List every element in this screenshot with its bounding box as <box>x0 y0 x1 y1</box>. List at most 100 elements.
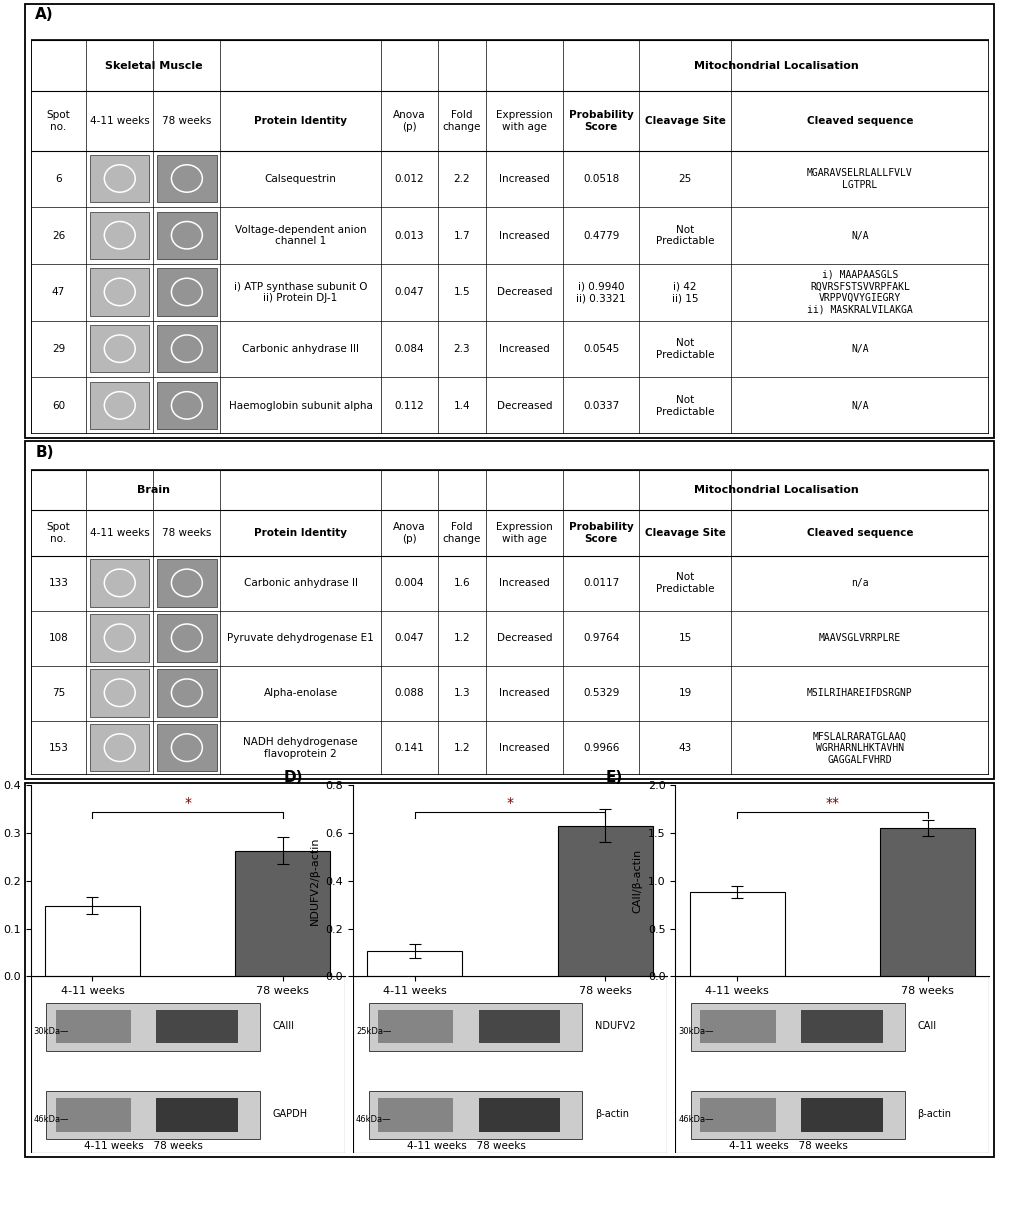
Text: MAAVSGLVRRPLRE: MAAVSGLVRRPLRE <box>818 633 900 643</box>
Text: Not
Predictable: Not Predictable <box>655 224 713 246</box>
Y-axis label: NDUFV2/β-actin: NDUFV2/β-actin <box>310 837 320 925</box>
Text: Anova
(p): Anova (p) <box>392 110 425 131</box>
Text: i) ATP synthase subunit O
ii) Protein DJ-1: i) ATP synthase subunit O ii) Protein DJ… <box>233 281 367 303</box>
Text: Spot
no.: Spot no. <box>47 522 70 544</box>
Bar <box>90 211 150 259</box>
Bar <box>478 1009 559 1043</box>
Text: 1.4: 1.4 <box>453 400 470 411</box>
Text: Carbonic anhydrase III: Carbonic anhydrase III <box>242 344 359 355</box>
Text: i) 0.9940
ii) 0.3321: i) 0.9940 ii) 0.3321 <box>576 281 626 303</box>
Text: 0.013: 0.013 <box>394 230 424 241</box>
Text: 153: 153 <box>49 743 68 753</box>
Bar <box>157 211 216 259</box>
Text: MGARAVSELRLALLFVLV
LGTPRL: MGARAVSELRLALLFVLV LGTPRL <box>806 168 912 189</box>
Text: 25kDa—: 25kDa— <box>356 1026 391 1036</box>
Text: 6: 6 <box>55 174 62 185</box>
Text: Carbonic anhydrase II: Carbonic anhydrase II <box>244 578 357 589</box>
Text: Expression
with age: Expression with age <box>495 110 552 131</box>
Text: Expression
with age: Expression with age <box>495 522 552 544</box>
Bar <box>879 829 974 977</box>
Text: 0.0518: 0.0518 <box>583 174 619 185</box>
Text: 26: 26 <box>52 230 65 241</box>
Text: Increased: Increased <box>498 689 549 698</box>
Text: N/A: N/A <box>850 230 868 241</box>
Text: A): A) <box>36 7 54 23</box>
Text: Spot
no.: Spot no. <box>47 110 70 131</box>
Text: 1.3: 1.3 <box>453 689 470 698</box>
Text: Protein Identity: Protein Identity <box>254 528 346 538</box>
Bar <box>700 1009 775 1043</box>
Text: 47: 47 <box>52 287 65 298</box>
Bar <box>157 669 216 716</box>
Text: 25: 25 <box>678 174 691 185</box>
Text: 0.084: 0.084 <box>394 344 424 355</box>
Text: 0.141: 0.141 <box>394 743 424 753</box>
Text: Mitochondrial Localisation: Mitochondrial Localisation <box>693 60 858 71</box>
Bar <box>25 4 994 438</box>
Text: NDUFV2: NDUFV2 <box>594 1020 635 1031</box>
Text: 4-11 weeks   78 weeks: 4-11 weeks 78 weeks <box>729 1141 847 1152</box>
Text: Calsequestrin: Calsequestrin <box>264 174 336 185</box>
Bar <box>690 1003 904 1050</box>
Bar <box>25 783 994 1157</box>
Text: 0.4779: 0.4779 <box>582 230 619 241</box>
Text: 0.088: 0.088 <box>394 689 424 698</box>
Text: Decreased: Decreased <box>496 400 551 411</box>
Text: 0.047: 0.047 <box>394 633 424 643</box>
Bar <box>367 952 462 977</box>
Bar <box>90 724 150 772</box>
Text: N/A: N/A <box>850 344 868 355</box>
Text: **: ** <box>824 796 839 810</box>
Text: MFSLALRARATGLAAQ
WGRHARNLHKTAVHN
GAGGALFVHRD: MFSLALRARATGLAAQ WGRHARNLHKTAVHN GAGGALF… <box>812 731 906 765</box>
Text: 133: 133 <box>49 578 68 589</box>
Bar <box>156 1099 237 1131</box>
Text: Alpha-enolase: Alpha-enolase <box>263 689 337 698</box>
Text: 75: 75 <box>52 689 65 698</box>
Text: 29: 29 <box>52 344 65 355</box>
Y-axis label: CAII/β-actin: CAII/β-actin <box>632 849 642 913</box>
Text: 1.2: 1.2 <box>453 743 470 753</box>
Text: 19: 19 <box>678 689 691 698</box>
Text: 108: 108 <box>49 633 68 643</box>
Text: 30kDa—: 30kDa— <box>34 1026 69 1036</box>
Text: Brain: Brain <box>137 485 169 496</box>
Bar <box>90 268 150 316</box>
Bar <box>368 1003 582 1050</box>
Text: i) MAAPAASGLS
RQVRSFSTSVVRPFAKL
VRPPVQVYGIEGRY
ii) MASKRALVILAKGA: i) MAAPAASGLS RQVRSFSTSVVRPFAKL VRPPVQVY… <box>806 270 912 315</box>
Text: Cleaved sequence: Cleaved sequence <box>806 116 912 125</box>
Text: Decreased: Decreased <box>496 633 551 643</box>
Text: 0.012: 0.012 <box>394 174 424 185</box>
Text: Cleavage Site: Cleavage Site <box>644 116 725 125</box>
Bar <box>557 826 652 977</box>
Text: 2.3: 2.3 <box>453 344 470 355</box>
Bar <box>90 154 150 203</box>
Text: B): B) <box>36 445 54 459</box>
Bar <box>700 1099 775 1131</box>
Text: 4-11 weeks: 4-11 weeks <box>90 116 150 125</box>
Text: Probability
Score: Probability Score <box>569 110 633 131</box>
Text: 4-11 weeks   78 weeks: 4-11 weeks 78 weeks <box>407 1141 525 1152</box>
Text: Mitochondrial Localisation: Mitochondrial Localisation <box>693 485 858 496</box>
Text: Not
Predictable: Not Predictable <box>655 396 713 416</box>
Bar <box>800 1009 881 1043</box>
Text: Increased: Increased <box>498 743 549 753</box>
Text: Cleavage Site: Cleavage Site <box>644 528 725 538</box>
Text: 15: 15 <box>678 633 691 643</box>
Text: 46kDa—: 46kDa— <box>678 1114 713 1124</box>
Text: β-actin: β-actin <box>594 1110 628 1119</box>
Text: Fold
change: Fold change <box>442 110 481 131</box>
Text: Skeletal Muscle: Skeletal Muscle <box>104 60 202 71</box>
Text: 0.9966: 0.9966 <box>582 743 619 753</box>
Bar <box>157 614 216 662</box>
Text: 0.0117: 0.0117 <box>583 578 619 589</box>
Text: 60: 60 <box>52 400 65 411</box>
Text: Increased: Increased <box>498 344 549 355</box>
Text: 46kDa—: 46kDa— <box>356 1114 391 1124</box>
Bar <box>45 906 140 977</box>
Text: Increased: Increased <box>498 578 549 589</box>
Text: Not
Predictable: Not Predictable <box>655 338 713 359</box>
Bar <box>46 1003 260 1050</box>
Bar <box>689 892 784 977</box>
Bar <box>56 1099 131 1131</box>
Text: 1.7: 1.7 <box>453 230 470 241</box>
